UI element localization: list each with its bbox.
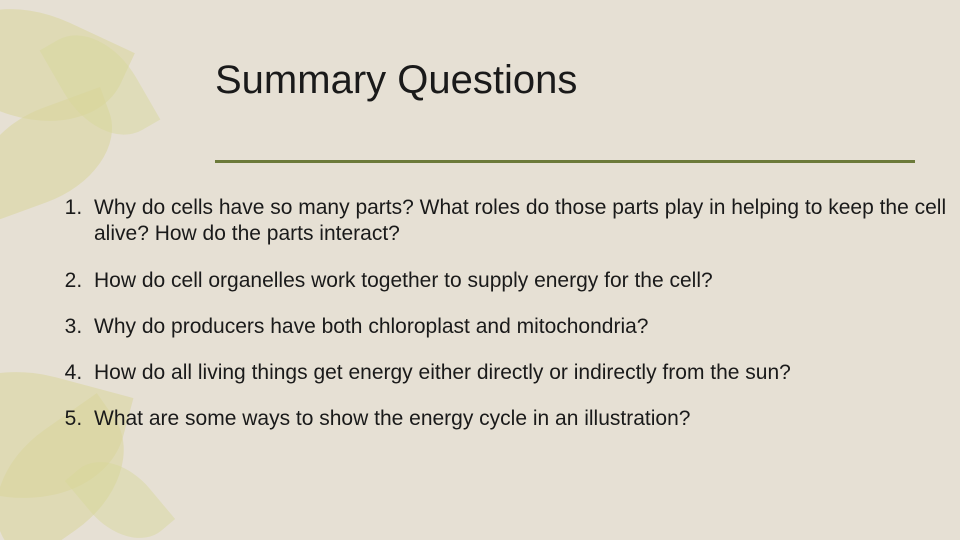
slide: Summary Questions Why do cells have so m…	[0, 0, 960, 540]
question-list: Why do cells have so many parts? What ro…	[46, 195, 960, 453]
list-item: How do cell organelles work together to …	[88, 268, 960, 294]
list-item: How do all living things get energy eith…	[88, 360, 960, 386]
list-item: What are some ways to show the energy cy…	[88, 406, 960, 432]
slide-title: Summary Questions	[215, 58, 577, 103]
title-underline	[215, 160, 915, 163]
list-item: Why do producers have both chloroplast a…	[88, 314, 960, 340]
list-item: Why do cells have so many parts? What ro…	[88, 195, 960, 248]
